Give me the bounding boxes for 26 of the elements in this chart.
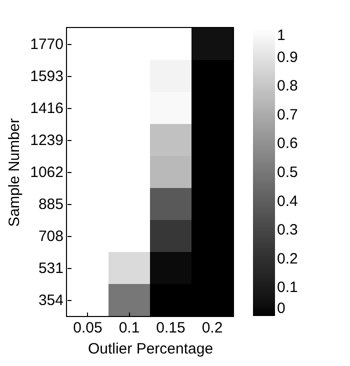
color-bar-label: 0.4 [277, 192, 298, 210]
y-tick-label: 1770 [30, 36, 64, 53]
y-tick-label: 1062 [30, 164, 64, 181]
y-tick-label: 1416 [30, 100, 64, 117]
color-bar-label: 0.8 [277, 78, 298, 95]
y-tick-label: 354 [38, 292, 64, 309]
y-tick-label: 531 [38, 260, 64, 277]
x-tick-label: 0.1 [118, 320, 140, 336]
color-bar-label: 0.2 [277, 250, 298, 268]
x-axis-title: Outlier Percentage [88, 340, 214, 358]
color-bar-label: 0.6 [277, 135, 298, 152]
x-tick-label: 0.05 [73, 320, 102, 336]
color-bar-label: 0.1 [277, 279, 298, 296]
y-tick-label: 708 [38, 228, 64, 245]
color-bar-label: 0.9 [277, 48, 298, 66]
y-tick-label: 1593 [30, 68, 64, 85]
x-tick-label: 0.2 [202, 320, 223, 336]
x-tick-label: 0.15 [156, 320, 186, 336]
color-bar-label: 1 [277, 27, 286, 44]
y-tick-label: 1239 [30, 132, 64, 149]
color-bar-label: 0.3 [277, 222, 298, 239]
y-tick-label: 885 [38, 196, 64, 213]
color-bar-label: 0.5 [277, 164, 298, 181]
color-bar-label: 0.7 [277, 106, 298, 124]
y-axis-title: Sample Number [6, 118, 24, 227]
color-bar-label: 0 [277, 300, 286, 317]
